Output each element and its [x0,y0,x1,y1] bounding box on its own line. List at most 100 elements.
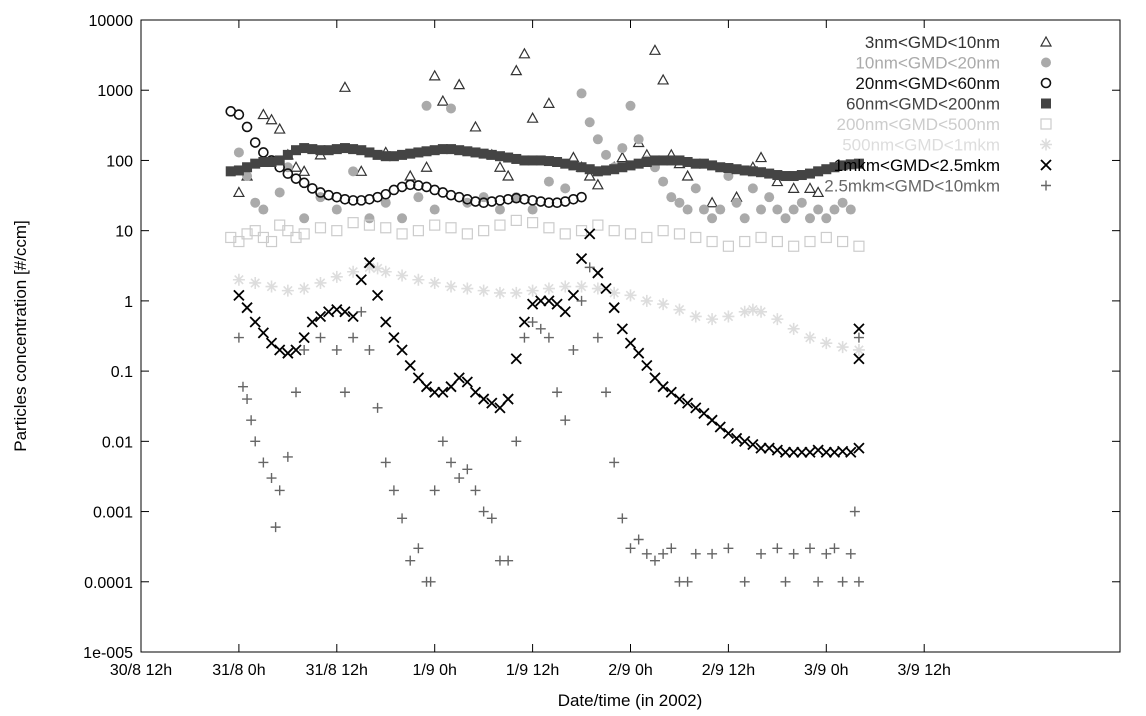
data-point [845,446,857,458]
data-point [299,213,310,224]
data-point [649,155,660,166]
data-point [510,353,522,365]
data-point [242,162,253,173]
data-point [412,372,425,384]
data-point [722,310,735,323]
data-point [673,393,686,405]
data-point [420,381,433,393]
data-point [559,228,571,240]
data-point [274,187,285,198]
data-point [331,204,342,215]
data-point [803,331,816,344]
x-axis-title: Date/time (in 2002) [558,691,703,710]
data-point [339,143,350,154]
data-point [380,188,392,200]
data-point [397,213,408,224]
data-point [681,169,694,181]
x-tick-label: 2/9 12h [702,662,755,679]
data-point [601,387,612,398]
data-point [746,303,759,316]
data-point [307,144,318,155]
data-point [380,151,391,162]
data-point [764,192,775,203]
data-point [405,148,416,159]
data-point [559,306,571,318]
data-point [291,145,302,156]
data-point [559,280,572,293]
data-point [756,548,767,559]
data-point [616,151,629,163]
legend-marker [1040,77,1052,89]
data-point [454,473,465,484]
series-2 [225,106,587,209]
data-point [829,162,840,173]
data-point [681,397,694,409]
data-point [519,332,530,343]
data-point [314,222,327,234]
data-point [257,327,270,339]
data-point [845,204,856,215]
data-point [282,168,294,179]
data-point [739,213,750,224]
data-point [330,270,343,283]
data-point [820,446,832,458]
data-point [575,252,588,265]
data-point [715,162,726,173]
data-point [624,337,637,349]
data-point [453,372,465,384]
data-point [648,44,661,55]
data-point [503,555,514,566]
data-point [625,543,636,554]
data-point [731,197,742,208]
data-point [371,262,384,275]
data-point [249,225,261,237]
data-point [233,109,245,120]
data-point [249,276,262,289]
data-point [666,192,677,203]
data-point [779,446,792,458]
data-point [690,231,702,244]
data-point [241,228,253,240]
data-point [543,222,555,234]
data-point [600,282,612,295]
data-point [338,81,351,92]
data-point [477,284,490,297]
data-point [682,576,693,587]
data-point [658,155,669,166]
data-point [812,186,825,198]
data-point [257,231,269,244]
data-point [371,289,384,301]
data-point [829,543,840,554]
data-point [518,47,531,59]
legend-marker [1041,98,1051,109]
x-tick-label: 3/9 12h [898,662,951,679]
data-point [690,158,701,169]
data-point [788,204,799,215]
data-point [853,158,864,169]
data-point [527,204,538,215]
data-point [772,543,783,554]
data-point [299,344,310,355]
data-point [511,153,522,164]
data-point [706,313,719,326]
data-point [706,196,719,208]
data-point [282,149,293,160]
data-point [568,344,579,355]
data-point [363,257,376,269]
data-point [502,169,515,181]
data-point [355,274,367,286]
data-point [853,332,864,343]
data-point [592,134,603,145]
legend-marker [1040,159,1052,171]
data-point [543,295,555,307]
data-point [503,152,514,163]
data-point [739,435,751,447]
data-point [821,164,832,175]
data-point [421,100,432,111]
data-point [314,310,327,323]
y-tick-label: 1000 [97,83,133,100]
data-point [397,149,408,160]
data-point [347,195,359,206]
data-point [821,548,832,559]
